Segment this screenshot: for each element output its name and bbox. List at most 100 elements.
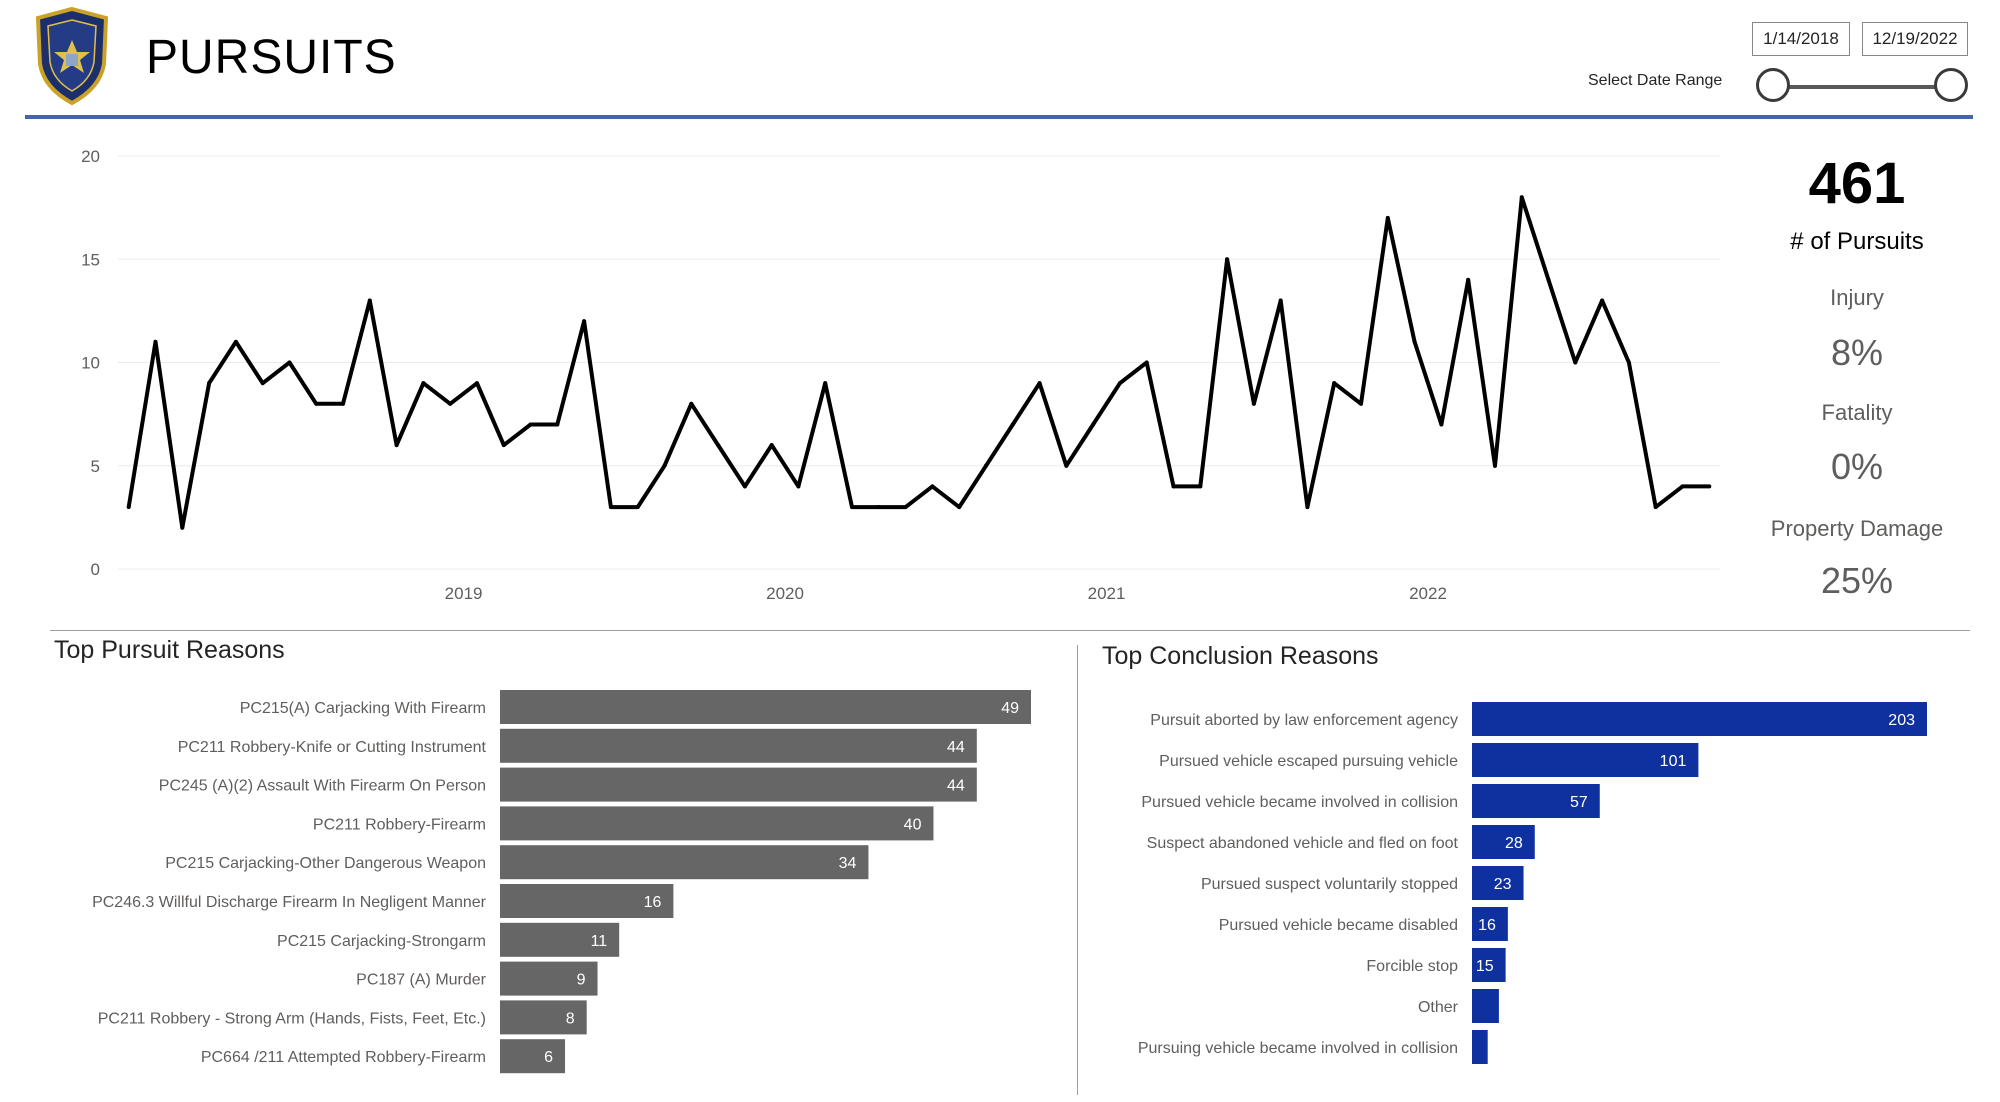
bar [500,845,869,880]
section-divider [50,630,1970,631]
data-point [1278,298,1283,303]
top-conclusion-reasons-bar-chart: Pursuit aborted by law enforcement agenc… [1138,702,1927,1064]
data-label: 57 [1570,794,1588,811]
start-date-input[interactable]: 1/14/2018 [1752,22,1850,56]
y-tick-label: 20 [81,147,100,166]
bar [1472,1030,1488,1064]
data-label: 44 [947,778,965,795]
data-label: 28 [1505,835,1523,852]
bar [500,690,1031,724]
bar [500,806,934,841]
bar [500,884,674,918]
data-point [1546,277,1551,282]
bar [1472,743,1699,777]
data-point [769,443,774,448]
data-label: 23 [1494,876,1512,893]
header-divider [25,115,1973,119]
bar [500,767,977,802]
data-point [1492,463,1497,468]
data-point [850,505,855,510]
top-pursuit-reasons-bar-chart: PC215(A) Carjacking With Firearm 49 PC211 … [92,690,1031,1074]
y-tick-label: 0 [91,560,100,579]
data-point [582,319,587,324]
data-point [608,505,613,510]
data-point [716,443,721,448]
data-label: 16 [1478,917,1496,934]
category-label: Pursued vehicle escaped pursuing vehicle [1159,753,1458,770]
data-point [1010,422,1015,427]
fatality-label: Fatality [1821,400,1893,425]
category-label: PC246.3 Willful Discharge Firearm In Neg… [92,894,487,911]
data-point [1037,381,1042,386]
data-point [341,401,346,406]
data-point [635,505,640,510]
data-label: 49 [1001,700,1019,717]
data-point [742,484,747,489]
category-label: PC211 Robbery-Firearm [313,816,486,833]
data-point [1680,484,1685,489]
category-label: Other [1418,999,1459,1016]
data-point [394,443,399,448]
pursuits-over-time-line-chart: 0 5 10 15 20 2019 2020 2021 2022 [81,147,1720,603]
bar [500,1000,587,1035]
property-damage-label: Property Damage [1770,516,1944,541]
data-point [287,360,292,365]
data-point [1332,381,1337,386]
column-divider [1077,645,1078,1095]
data-point [474,381,479,386]
data-point [1707,484,1712,489]
data-label: 16 [644,894,662,911]
pursuits-series-line [126,195,1710,530]
data-point [528,422,533,427]
category-label: PC187 (A) Murder [356,972,486,989]
bar [1472,948,1506,982]
data-point [903,505,908,510]
data-point [1653,505,1658,510]
date-range-start-handle[interactable] [1756,68,1790,102]
data-label: 8 [566,1010,575,1027]
date-range-end-handle[interactable] [1934,68,1968,102]
data-label: 6 [544,1049,553,1066]
data-point [689,401,694,406]
bar [500,728,977,763]
category-label: PC245 (A)(2) Assault With Firearm On Per… [159,778,486,795]
x-tick-label: 2021 [1088,584,1126,603]
data-label: 44 [947,739,965,756]
data-point [1171,484,1176,489]
bar [500,1039,566,1074]
data-point [1412,339,1417,344]
top-conclusion-reasons-title: Top Conclusion Reasons [1102,642,1379,670]
data-point [260,381,265,386]
data-point [1626,360,1631,365]
pursuit-count-label: # of Pursuits [1790,228,1924,255]
date-range-slider-track[interactable] [1774,85,1952,89]
y-tick-label: 10 [81,354,100,373]
data-point [367,298,372,303]
data-point [153,339,158,344]
x-tick-label: 2022 [1409,584,1447,603]
data-point [1117,381,1122,386]
data-point [314,401,319,406]
category-label: PC215(A) Carjacking With Firearm [240,700,486,717]
data-point [1600,298,1605,303]
category-label: Pursued suspect voluntarily stopped [1201,876,1458,893]
category-label: Pursued vehicle became disabled [1219,917,1458,934]
data-point [448,401,453,406]
data-label: 11 [591,933,608,950]
category-label: Forcible stop [1366,958,1458,975]
injury-value: 8% [1830,332,1884,373]
category-label: PC211 Robbery-Knife or Cutting Instrumen… [178,739,487,756]
data-point [1064,463,1069,468]
data-point [555,422,560,427]
end-date-input[interactable]: 12/19/2022 [1862,22,1968,56]
fatality-value: 0% [1830,446,1884,487]
data-point [1305,505,1310,510]
data-point [1144,360,1149,365]
data-label: 203 [1888,712,1915,729]
data-point [930,484,935,489]
data-point [983,463,988,468]
bar [500,922,620,957]
page-title: PURSUITS [146,31,397,84]
x-tick-label: 2019 [445,584,483,603]
bar [1472,907,1508,941]
